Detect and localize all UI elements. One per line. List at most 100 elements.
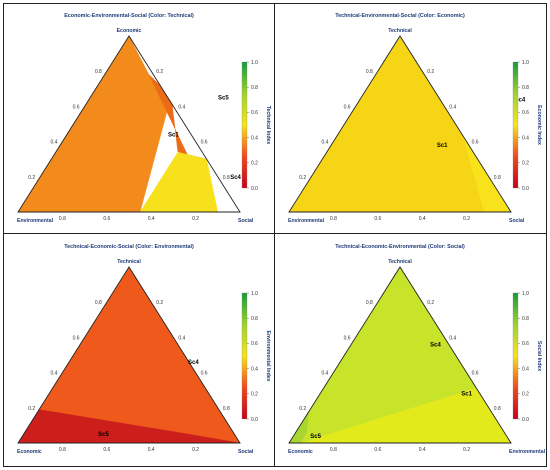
chart-title: Technical-Economic-Social (Color: Enviro… [64,244,194,250]
vertex-label-right: Social [238,449,254,455]
colorbar-tick-label: 0.8 [251,85,258,91]
tick-label-right: 0.8 [223,175,230,181]
colorbar-tick-label: 0.8 [522,85,529,91]
tick-label-left: 0.2 [299,175,306,181]
colorbar-tick-label: 0.0 [522,417,529,423]
tick-label-left: 0.4 [50,140,57,146]
colorbar-tick-label: 0.0 [251,186,258,192]
tick-label-left: 0.6 [344,104,351,110]
vertex-label-top: Technical [388,259,412,265]
tick-label-bottom: 0.6 [103,216,110,222]
colorbar-tick-label: 0.6 [251,341,258,347]
scenario-label-sc4: Sc4 [515,97,526,103]
tick-label-bottom: 0.4 [148,447,155,453]
tick-label-left: 0.6 [344,335,351,341]
tick-label-bottom: 0.2 [192,216,199,222]
vertex-label-left: Environmental [17,218,54,224]
tick-label-bottom: 0.2 [463,447,470,453]
vertex-label-top: Economic [117,28,142,34]
colorbar [241,292,248,420]
colorbar-tick-label: 0.6 [251,110,258,116]
region-sc1 [18,36,172,212]
panel-3: Technical-Economic-Social (Color: Enviro… [4,235,274,465]
ternary-chart-2: Technical-Environmental-Social (Color: E… [288,13,542,224]
regions-group [289,267,511,443]
tick-label-bottom: 0.8 [59,216,66,222]
colorbar-tick-label: 0.0 [522,186,529,192]
tick-label-bottom: 0.8 [59,447,66,453]
scenario-label-sc4: Sc4 [230,175,241,181]
triangle-outline [17,266,241,444]
scenario-label-sc4: Sc4 [430,342,441,348]
tick-label-left: 0.6 [73,335,80,341]
vertex-label-top: Technical [388,28,412,34]
tick-label-bottom: 0.4 [419,216,426,222]
colorbar-label: Technical Index [265,106,271,145]
tick-label-left: 0.6 [73,104,80,110]
tick-label-left: 0.4 [321,371,328,377]
vertex-label-left: Environmental [288,218,325,224]
panel-4: Technical-Economic-Environmental (Color:… [275,235,545,465]
tick-label-bottom: 0.2 [192,447,199,453]
colorbar-tick-label: 0.4 [251,366,258,372]
vertex-label-left: Economic [17,449,42,455]
tick-label-right: 0.2 [427,300,434,306]
colorbar-label: Environmental Index [265,330,271,381]
colorbar-tick-label: 1.0 [522,60,529,66]
tick-label-bottom: 0.4 [419,447,426,453]
colorbar [241,61,248,189]
colorbar-tick-label: 0.6 [522,110,529,116]
tick-label-right: 0.6 [201,140,208,146]
vertex-label-right: Social [238,218,254,224]
colorbar-tick-label: 0.4 [522,366,529,372]
chart-title: Technical-Environmental-Social (Color: E… [335,13,465,19]
tick-label-right: 0.4 [178,335,185,341]
tick-label-right: 0.4 [449,104,456,110]
regions-group [18,267,240,443]
tick-label-right: 0.6 [201,371,208,377]
colorbar-tick-label: 0.4 [251,135,258,141]
colorbar-tick-label: 0.8 [522,316,529,322]
colorbar-tick-label: 0.2 [522,161,529,167]
tick-label-left: 0.4 [50,371,57,377]
colorbar-label: Social Index [536,341,542,371]
tick-label-right: 0.2 [156,69,163,75]
vertex-label-right: Environmental [509,449,545,455]
tick-label-bottom: 0.2 [463,216,470,222]
vertical-divider [274,3,275,467]
tick-label-bottom: 0.8 [330,447,337,453]
tick-label-left: 0.2 [28,406,35,412]
scenario-label-sc4: Sc4 [188,360,199,366]
regions-group [289,36,511,212]
horizontal-divider [3,233,547,234]
tick-label-right: 0.4 [449,335,456,341]
tick-label-left: 0.8 [95,69,102,75]
tick-label-right: 0.6 [472,371,479,377]
colorbar-tick-label: 0.2 [251,392,258,398]
colorbar-tick-label: 0.0 [251,417,258,423]
scenario-label-sc5: Sc5 [218,96,229,102]
regions-group [18,36,240,212]
tick-label-left: 0.4 [321,140,328,146]
ternary-chart-3: Technical-Economic-Social (Color: Enviro… [17,244,271,455]
region-sc4 [139,151,219,212]
colorbar-tick-label: 0.2 [251,161,258,167]
panel-1: Economic-Environmental-Social (Color: Te… [4,4,274,234]
tick-label-left: 0.8 [366,69,373,75]
colorbar-tick-label: 0.6 [522,341,529,347]
tick-label-bottom: 0.6 [374,447,381,453]
colorbar-tick-label: 0.8 [251,316,258,322]
tick-label-right: 0.8 [494,406,501,412]
triangle-outline [17,35,241,213]
tick-label-bottom: 0.6 [103,447,110,453]
ternary-chart-1: Economic-Environmental-Social (Color: Te… [17,13,271,224]
tick-label-right: 0.2 [427,69,434,75]
scenario-label-sc1: Sc1 [168,133,179,139]
tick-label-bottom: 0.8 [330,216,337,222]
triangle-outline [288,266,512,444]
scenario-label-sc1: Sc1 [461,392,472,398]
tick-label-left: 0.8 [95,300,102,306]
chart-title: Economic-Environmental-Social (Color: Te… [64,13,194,19]
tick-label-right: 0.8 [223,406,230,412]
triangle-outline [288,35,512,213]
